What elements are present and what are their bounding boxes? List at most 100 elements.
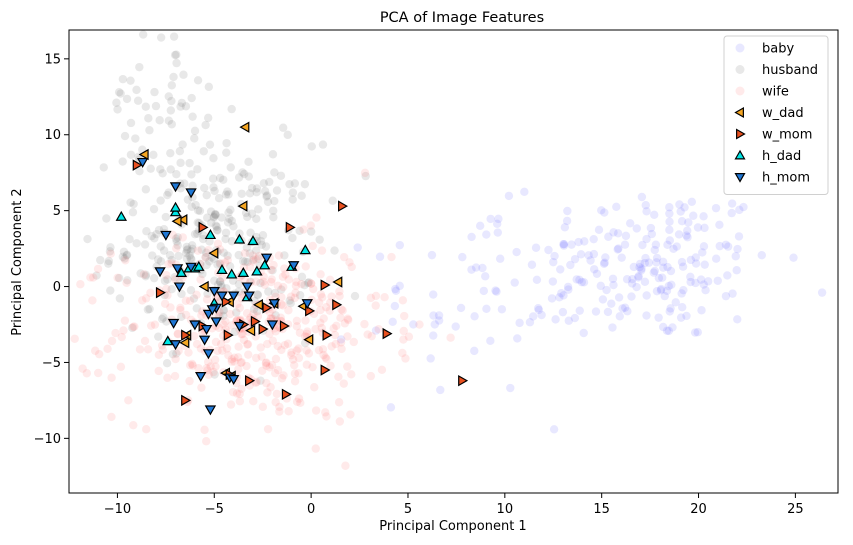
- data-point-husband: [187, 170, 196, 179]
- data-point-husband: [149, 150, 158, 160]
- data-point-baby: [492, 219, 502, 229]
- data-point-wife: [337, 305, 346, 314]
- data-point-baby: [665, 236, 675, 245]
- data-point-husband: [234, 279, 244, 289]
- data-point-husband: [183, 195, 193, 204]
- data-point-baby: [732, 266, 741, 275]
- data-point-wife: [251, 277, 261, 286]
- data-point-husband: [227, 104, 236, 114]
- data-point-wife: [335, 417, 345, 426]
- data-point-baby: [608, 323, 617, 332]
- data-point-wife: [276, 313, 285, 322]
- data-point-wife: [249, 309, 258, 319]
- x-tick-label: 25: [787, 502, 804, 517]
- data-point-w_mom: [285, 221, 296, 234]
- data-point-baby: [570, 313, 580, 323]
- data-point-husband: [195, 206, 205, 216]
- data-point-wife: [344, 315, 353, 325]
- data-point-w_mom: [458, 374, 469, 387]
- data-point-wife: [292, 346, 301, 355]
- data-point-wife: [266, 277, 276, 287]
- data-point-baby: [625, 219, 635, 228]
- data-point-wife: [201, 253, 210, 262]
- data-point-wife: [267, 361, 277, 370]
- data-point-husband: [148, 251, 157, 260]
- data-point-husband: [290, 179, 300, 188]
- data-point-baby: [572, 275, 581, 284]
- data-point-husband: [207, 218, 216, 227]
- data-point-husband: [205, 237, 214, 246]
- data-point-husband: [209, 154, 218, 163]
- data-point-baby: [665, 225, 674, 235]
- data-point-wife: [117, 332, 126, 342]
- data-point-baby: [733, 244, 742, 254]
- data-point-h_dad: [225, 268, 238, 279]
- data-point-husband: [96, 255, 105, 265]
- data-point-husband: [221, 190, 231, 199]
- data-point-wife: [284, 407, 293, 416]
- data-point-husband: [295, 291, 305, 300]
- data-point-baby: [482, 304, 491, 313]
- data-point-husband: [112, 98, 121, 107]
- data-point-baby: [564, 316, 573, 325]
- data-point-baby: [549, 257, 558, 267]
- data-point-baby: [667, 280, 676, 289]
- data-point-husband: [153, 255, 163, 264]
- y-tick-label: 5: [53, 204, 61, 219]
- data-point-wife: [294, 344, 303, 353]
- data-point-baby: [497, 305, 507, 314]
- data-point-wife: [345, 258, 354, 267]
- data-point-wife: [218, 273, 227, 282]
- data-point-wife: [235, 397, 245, 406]
- data-point-wife: [321, 303, 331, 312]
- data-point-husband: [272, 186, 282, 195]
- data-point-baby: [637, 264, 646, 273]
- data-point-wife: [124, 396, 133, 405]
- data-point-w_dad: [138, 148, 149, 161]
- data-point-husband: [235, 229, 244, 238]
- data-point-baby: [614, 244, 623, 253]
- data-point-w_dad: [208, 247, 219, 259]
- data-point-husband: [163, 190, 172, 200]
- data-point-wife: [312, 213, 321, 222]
- data-point-husband: [205, 140, 215, 149]
- data-point-wife: [294, 353, 304, 363]
- x-tick-label: 15: [593, 502, 610, 517]
- data-point-husband: [303, 278, 313, 288]
- data-point-wife: [129, 420, 138, 430]
- data-point-wife: [278, 282, 288, 292]
- data-point-wife: [259, 277, 268, 286]
- data-point-wife: [262, 378, 271, 388]
- data-point-husband: [166, 106, 176, 115]
- data-point-wife: [271, 327, 280, 336]
- data-point-wife: [237, 358, 246, 367]
- data-point-husband: [129, 199, 138, 209]
- data-point-baby: [510, 278, 519, 287]
- data-point-wife: [302, 346, 311, 355]
- data-point-baby: [515, 318, 524, 328]
- data-point-baby: [492, 287, 501, 296]
- data-point-husband: [270, 288, 280, 298]
- data-point-husband: [141, 270, 151, 280]
- data-point-husband: [167, 96, 176, 106]
- x-tick-label: 5: [404, 502, 412, 517]
- data-point-wife: [322, 412, 331, 421]
- data-point-wife: [284, 275, 293, 284]
- data-point-husband: [201, 120, 210, 130]
- data-point-husband: [172, 169, 181, 179]
- data-point-baby: [658, 273, 667, 282]
- data-point-husband: [147, 231, 156, 241]
- data-point-wife: [242, 361, 251, 371]
- data-point-husband: [285, 296, 294, 305]
- data-point-husband: [118, 252, 128, 262]
- data-point-husband: [164, 116, 174, 125]
- data-point-wife: [178, 233, 188, 242]
- data-point-husband: [164, 188, 173, 197]
- data-point-baby: [607, 299, 616, 308]
- data-point-wife: [93, 264, 103, 274]
- data-point-husband: [188, 112, 197, 121]
- data-point-baby: [427, 250, 437, 260]
- data-point-husband: [211, 210, 220, 220]
- data-point-husband: [217, 283, 226, 292]
- data-point-baby: [647, 229, 657, 239]
